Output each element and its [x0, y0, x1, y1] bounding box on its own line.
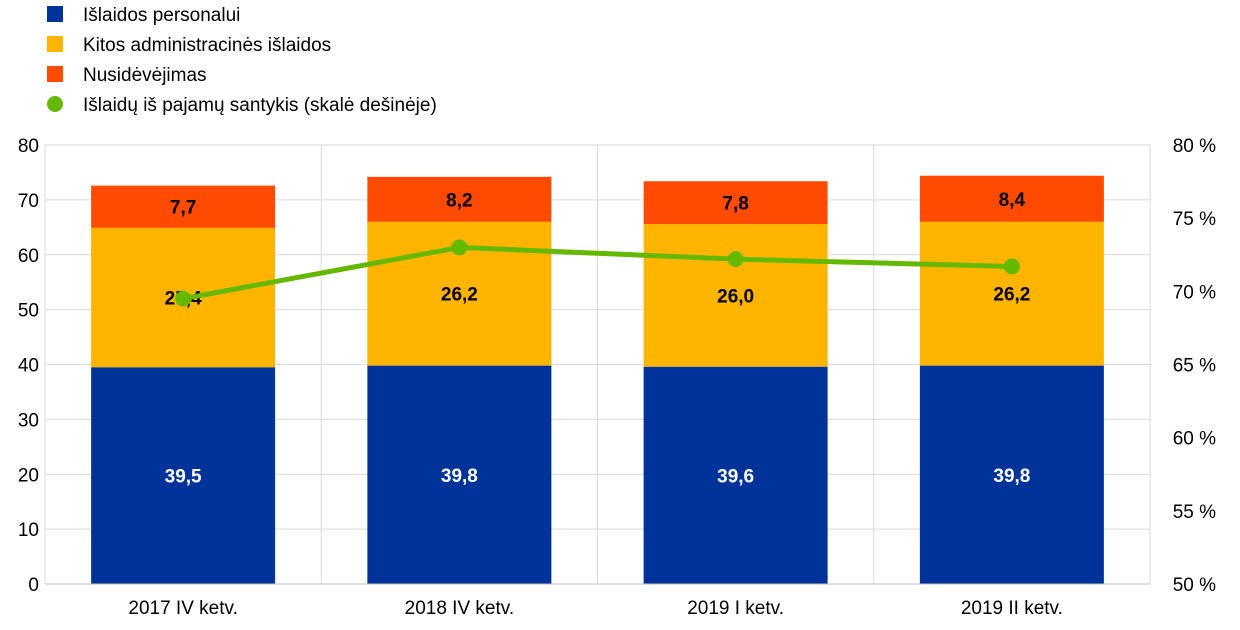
bar-segment-0-2: [643, 366, 828, 584]
left-tick-label: 0: [28, 575, 39, 596]
bar-labels: 39,525,47,739,826,28,239,626,07,839,826,…: [165, 190, 1031, 488]
bar-label-2-2: 7,8: [722, 194, 748, 215]
bar-label-0-1: 39,8: [441, 466, 478, 487]
bar-segment-1-3: [919, 221, 1104, 366]
bar-segment-2-3: [919, 175, 1104, 222]
bar-label-1-3: 26,2: [993, 285, 1030, 306]
left-tick-label: 60: [18, 246, 39, 267]
bar-label-2-1: 8,2: [446, 190, 472, 211]
category-label-1: 2018 IV ketv.: [405, 598, 515, 619]
bar-label-0-3: 39,8: [993, 466, 1030, 487]
left-tick-label: 10: [18, 520, 39, 541]
bar-segment-0-3: [919, 365, 1104, 584]
legend-label-0: Išlaidos personalui: [83, 5, 240, 26]
right-tick-label: 70 %: [1173, 282, 1216, 303]
line-point-0: [175, 290, 192, 307]
legend-marker-0: [47, 6, 63, 22]
bar-segment-2-1: [367, 176, 552, 222]
left-tick-label: 40: [18, 356, 39, 377]
line-series: [175, 239, 1020, 307]
legend-label-1: Kitos administracinės išlaidos: [83, 35, 331, 56]
right-tick-label: 60 %: [1173, 429, 1216, 450]
legend-marker-2: [47, 66, 63, 82]
left-tick-label: 80: [18, 136, 39, 157]
line-path-0: [182, 244, 1012, 302]
legend-marker-3: [47, 96, 63, 112]
right-tick-label: 55 %: [1173, 502, 1216, 523]
right-tick-label: 50 %: [1173, 575, 1216, 596]
category-label-0: 2017 IV ketv.: [128, 598, 238, 619]
line-point-1: [451, 239, 468, 256]
line-point-2: [727, 251, 744, 268]
bar-label-0-2: 39,6: [717, 466, 754, 487]
category-label-3: 2019 II ketv.: [961, 598, 1063, 619]
bar-label-2-0: 7,7: [170, 198, 196, 219]
bar-label-2-3: 8,4: [999, 190, 1026, 211]
right-tick-label: 75 %: [1173, 209, 1216, 230]
line-point-3: [1003, 258, 1020, 275]
legend-label-3: Išlaidų iš pajamų santykis (skalė dešinė…: [83, 95, 437, 116]
bar-segment-1-2: [643, 224, 828, 367]
left-tick-label: 20: [18, 465, 39, 486]
bar-label-1-1: 26,2: [441, 285, 478, 306]
left-tick-label: 50: [18, 301, 39, 322]
right-tick-label: 80 %: [1173, 136, 1216, 157]
bar-label-0-0: 39,5: [165, 467, 202, 488]
category-label-2: 2019 I ketv.: [687, 598, 784, 619]
legend: Išlaidos personalui Kitos administracinės…: [47, 5, 437, 116]
legend-label-2: Nusidėvėjimas: [83, 65, 207, 86]
right-tick-label: 65 %: [1173, 356, 1216, 377]
left-tick-label: 70: [18, 191, 39, 212]
left-tick-label: 30: [18, 410, 39, 431]
left-axis: 0 10 20 30 40 50 60 70 80: [18, 136, 39, 596]
bar-segment-2-2: [643, 181, 828, 225]
right-axis: 50 % 55 % 60 % 65 % 70 % 75 % 80 %: [1173, 136, 1216, 596]
x-axis: 2017 IV ketv. 2018 IV ketv. 2019 I ketv. 20…: [45, 583, 1150, 619]
bar-segment-0-1: [367, 365, 552, 584]
bar-segment-0-0: [91, 367, 276, 584]
bar-segment-2-0: [91, 185, 276, 228]
legend-marker-1: [47, 36, 63, 52]
bar-label-1-2: 26,0: [717, 286, 754, 307]
